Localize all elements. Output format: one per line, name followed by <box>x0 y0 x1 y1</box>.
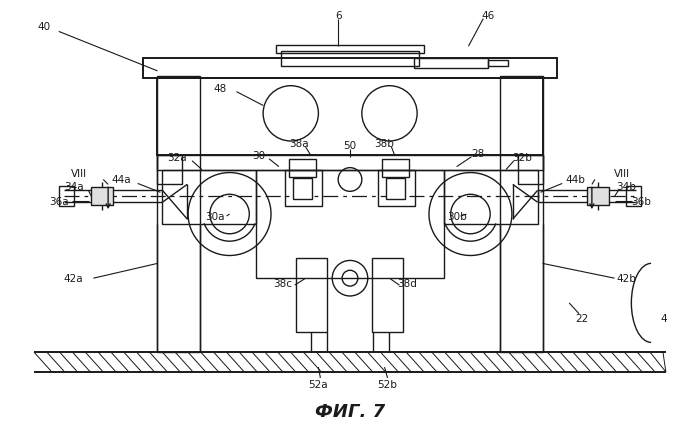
Text: 34a: 34a <box>64 182 83 192</box>
Bar <box>587 188 609 206</box>
Text: 36a: 36a <box>49 197 69 207</box>
Bar <box>289 159 316 177</box>
Bar <box>59 187 74 207</box>
Bar <box>91 188 113 206</box>
Text: 40: 40 <box>37 23 50 33</box>
Text: 30b: 30b <box>447 211 466 221</box>
Text: 38a: 38a <box>289 138 309 148</box>
Bar <box>256 170 444 279</box>
Bar <box>377 170 415 207</box>
Bar <box>295 259 328 333</box>
Bar <box>518 155 542 185</box>
Bar <box>281 52 419 67</box>
Text: 38c: 38c <box>274 279 293 289</box>
Text: 32a: 32a <box>167 152 187 162</box>
Bar <box>444 170 538 224</box>
Text: 48: 48 <box>213 83 226 93</box>
Text: 46: 46 <box>482 10 495 20</box>
Bar <box>414 59 488 69</box>
Bar <box>488 61 508 67</box>
Text: 38d: 38d <box>398 279 417 289</box>
Bar <box>285 170 323 207</box>
Bar <box>293 178 312 200</box>
Bar <box>372 259 403 333</box>
Bar <box>500 77 542 352</box>
Bar <box>158 155 542 170</box>
Text: 36b: 36b <box>631 197 651 207</box>
Text: 30a: 30a <box>205 211 225 221</box>
Text: 44a: 44a <box>111 175 131 185</box>
Text: VIII: VIII <box>613 168 629 178</box>
Bar <box>143 59 557 79</box>
Bar <box>162 170 256 224</box>
Text: 38b: 38b <box>374 138 395 148</box>
Text: 32b: 32b <box>512 152 532 162</box>
Bar <box>386 178 405 200</box>
Text: 6: 6 <box>335 10 342 20</box>
Text: 4: 4 <box>661 313 667 323</box>
Text: 50: 50 <box>344 141 356 151</box>
Text: 42b: 42b <box>617 273 636 283</box>
Text: 34b: 34b <box>617 182 636 192</box>
Bar <box>382 159 409 177</box>
Text: 52a: 52a <box>309 379 328 389</box>
Bar <box>626 187 641 207</box>
Text: 22: 22 <box>575 313 589 323</box>
Text: 44b: 44b <box>565 175 585 185</box>
Bar <box>158 77 200 352</box>
Bar <box>158 155 182 185</box>
Text: VIII: VIII <box>71 168 87 178</box>
Text: 52b: 52b <box>377 379 398 389</box>
Bar <box>276 46 424 54</box>
Text: 28: 28 <box>472 148 485 158</box>
Text: 30: 30 <box>253 151 266 161</box>
Bar <box>158 79 542 155</box>
Text: 42a: 42a <box>64 273 83 283</box>
Text: ФИГ. 7: ФИГ. 7 <box>315 403 385 421</box>
